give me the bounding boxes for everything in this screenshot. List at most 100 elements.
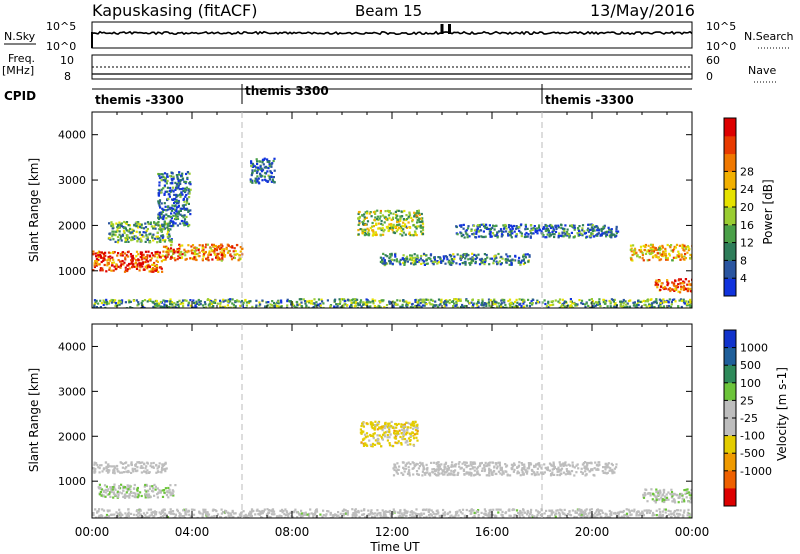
data-cell xyxy=(615,466,618,469)
data-cell xyxy=(366,435,369,438)
data-cell xyxy=(411,420,415,423)
data-cell xyxy=(179,182,182,185)
data-cell xyxy=(322,509,325,512)
data-cell xyxy=(167,222,170,225)
data-cell xyxy=(545,509,548,512)
data-cell xyxy=(360,424,363,428)
data-cell xyxy=(497,461,500,464)
data-cell xyxy=(185,193,188,197)
data-cell xyxy=(177,204,180,207)
data-cell xyxy=(633,253,636,256)
data-cell xyxy=(472,224,476,227)
data-cell xyxy=(476,225,479,228)
data-cell xyxy=(584,512,587,515)
data-cell xyxy=(131,468,134,471)
data-cell xyxy=(188,196,191,199)
data-cell xyxy=(98,508,101,511)
data-cell xyxy=(266,304,269,307)
data-cell xyxy=(169,219,172,222)
data-cell xyxy=(415,462,418,465)
data-cell xyxy=(454,465,457,468)
data-cell xyxy=(99,251,102,254)
data-cell xyxy=(414,306,417,308)
data-cell xyxy=(156,253,159,256)
data-cell xyxy=(657,248,660,251)
data-cell xyxy=(163,305,166,308)
data-cell xyxy=(400,230,404,233)
data-cell xyxy=(492,259,495,262)
data-cell xyxy=(160,176,163,179)
data-cell xyxy=(475,256,479,259)
data-cell xyxy=(468,471,471,474)
data-cell xyxy=(583,465,586,468)
data-cell xyxy=(263,508,266,511)
data-cell xyxy=(157,491,160,494)
data-cell xyxy=(604,300,607,303)
data-cell xyxy=(149,232,152,235)
data-cell xyxy=(471,305,474,308)
data-cell xyxy=(657,280,660,283)
data-cell xyxy=(641,257,644,260)
data-cell xyxy=(133,495,136,499)
data-cell xyxy=(202,306,205,308)
data-cell xyxy=(361,438,365,441)
data-cell xyxy=(165,222,168,225)
cpid-entry: themis 3300 xyxy=(245,84,329,98)
data-cell xyxy=(444,466,447,469)
data-cell xyxy=(172,252,175,255)
data-cell xyxy=(128,236,131,239)
data-cell xyxy=(647,509,650,512)
data-cell xyxy=(209,516,212,518)
data-cell xyxy=(93,262,96,265)
data-cell xyxy=(502,472,505,475)
data-cell xyxy=(447,465,450,468)
data-cell xyxy=(689,298,692,301)
data-cell xyxy=(165,494,169,497)
data-cell xyxy=(155,464,158,467)
data-cell xyxy=(103,301,106,304)
data-cell xyxy=(112,223,115,226)
data-cell xyxy=(399,263,402,266)
data-cell xyxy=(112,230,115,233)
data-cell xyxy=(300,298,303,301)
data-cell xyxy=(403,438,407,441)
data-cell xyxy=(357,229,360,232)
data-cell xyxy=(644,243,647,247)
data-cell xyxy=(157,216,160,219)
data-cell xyxy=(98,471,101,474)
data-cell xyxy=(619,302,623,305)
data-cell xyxy=(665,515,668,518)
data-cell xyxy=(136,263,139,266)
data-cell xyxy=(146,267,149,270)
data-cell xyxy=(431,303,434,306)
data-cell xyxy=(414,256,417,259)
data-cell xyxy=(448,259,451,262)
data-cell xyxy=(258,182,261,185)
data-cell xyxy=(615,230,618,233)
data-cell xyxy=(373,306,377,308)
data-cell xyxy=(608,228,611,231)
data-cell xyxy=(653,246,656,249)
data-cell xyxy=(251,165,254,168)
data-cell xyxy=(548,235,551,238)
data-cell xyxy=(125,487,128,490)
data-cell xyxy=(193,246,196,249)
data-cell xyxy=(489,469,492,472)
data-cell xyxy=(467,225,470,228)
data-cell xyxy=(659,249,662,252)
data-cell xyxy=(522,262,526,266)
data-cell xyxy=(415,227,418,230)
data-cell xyxy=(614,234,617,237)
data-cell xyxy=(125,466,128,469)
data-cell xyxy=(179,193,182,196)
data-cell xyxy=(393,429,396,432)
data-cell xyxy=(185,207,189,210)
data-cell xyxy=(500,233,504,236)
data-cell xyxy=(432,306,435,308)
data-cell xyxy=(376,514,379,517)
data-cell xyxy=(310,302,313,305)
data-cell xyxy=(689,284,692,287)
data-cell xyxy=(564,473,567,476)
data-cell xyxy=(162,250,165,253)
data-cell xyxy=(147,515,150,518)
